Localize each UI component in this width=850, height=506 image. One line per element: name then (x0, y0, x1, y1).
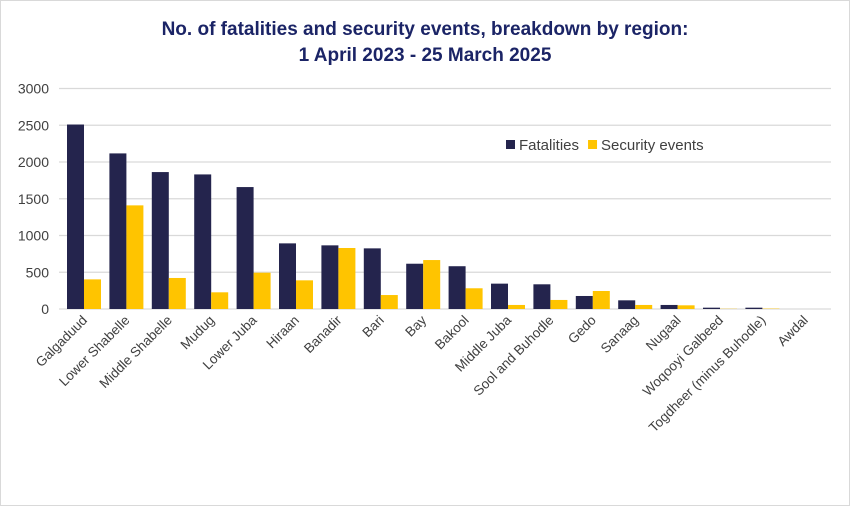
bar-fatalities (279, 243, 296, 309)
x-tick-label: Middle Shabelle (96, 313, 175, 392)
bar-security-events (211, 292, 229, 309)
x-tick-label: Awdal (774, 313, 810, 349)
bar-fatalities (321, 245, 339, 309)
y-tick-label: 500 (26, 264, 50, 280)
bar-fatalities (363, 248, 381, 309)
bar-fatalities (236, 187, 254, 309)
bar-fatalities (67, 124, 84, 309)
bar-fatalities (533, 284, 551, 309)
bar-fatalities (406, 263, 424, 309)
bar-fatalities (703, 307, 720, 309)
bar-security-events (423, 260, 441, 309)
y-tick-label: 1000 (18, 228, 49, 244)
bar-security-events (126, 205, 144, 309)
legend-swatch (588, 140, 598, 149)
bar-security-events (338, 247, 356, 309)
bar-security-events (465, 288, 483, 309)
bar-security-events (253, 272, 271, 309)
x-tick-label: Mudug (178, 313, 218, 353)
bar-fatalities (109, 153, 127, 309)
bar-security-events (168, 277, 186, 309)
bar-security-events (635, 304, 653, 309)
x-tick-label: Woqooyi Galbeed (640, 313, 726, 399)
x-tick-label: Nugaal (643, 313, 684, 354)
bar-security-events (84, 279, 101, 309)
x-tick-label: Bay (402, 312, 429, 339)
bar-security-events (508, 304, 525, 309)
legend-label: Fatalities (519, 137, 579, 154)
x-tick-label: Gedo (565, 313, 599, 347)
bar-fatalities (151, 172, 169, 309)
title-line-1: No. of fatalities and security events, b… (161, 19, 689, 40)
bar-fatalities (618, 300, 636, 309)
bar-security-events (550, 299, 568, 309)
y-tick-label: 2000 (18, 154, 49, 170)
bar-fatalities (194, 174, 212, 309)
x-tick-label: Bakool (432, 313, 472, 353)
bar-fatalities (745, 307, 763, 309)
legend-label: Security events (601, 137, 704, 154)
x-tick-label: Sanaag (598, 313, 642, 357)
bar-security-events (380, 295, 398, 309)
bar-security-events (592, 290, 610, 309)
x-tick-label: Bari (359, 313, 387, 341)
bar-fatalities (491, 283, 508, 309)
y-tick-label: 0 (41, 301, 49, 317)
x-tick-label: Hiraan (263, 313, 302, 352)
bar-security-events (677, 305, 695, 309)
x-tick-label: Banadir (301, 312, 345, 356)
x-tick-label: Sool and Buhodle (471, 313, 557, 399)
bar-fatalities (575, 295, 593, 309)
bar-fatalities (448, 266, 466, 309)
y-tick-label: 2500 (18, 117, 49, 133)
chart-title: No. of fatalities and security events, b… (1, 17, 849, 69)
bar-security-events (296, 280, 313, 309)
y-tick-label: 3000 (18, 81, 49, 97)
bar-fatalities (660, 304, 678, 309)
y-tick-label: 1500 (18, 191, 49, 207)
title-line-2: 1 April 2023 - 25 March 2025 (298, 45, 552, 66)
legend-swatch (506, 140, 515, 149)
